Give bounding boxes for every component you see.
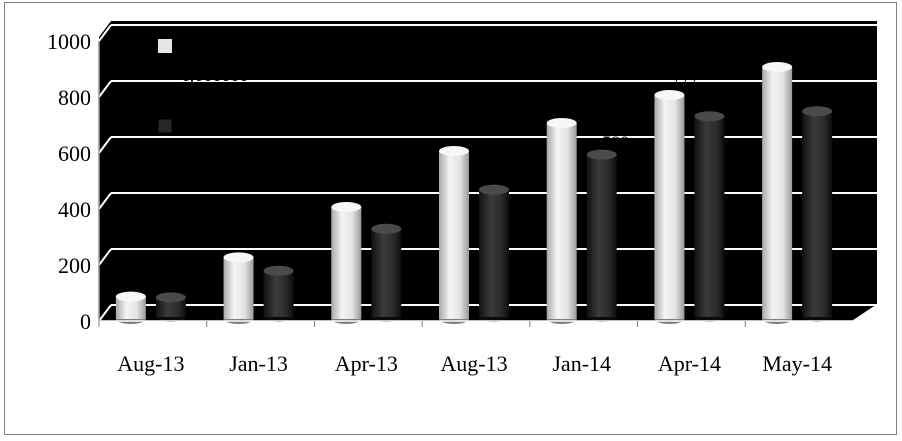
bar-top (439, 146, 469, 156)
bar-top (694, 111, 725, 122)
y-tick-label: 200 (58, 253, 91, 278)
data-label: 755 (778, 45, 805, 65)
x-tick-label: Apr-13 (335, 351, 398, 376)
bar-top (479, 184, 509, 195)
bar-top (115, 291, 146, 302)
bar-top (762, 62, 793, 72)
bar-dark (479, 189, 509, 317)
bar-chart: 161 315 580 777 755 Ђ000000 Ќ0000 0 200 400 600 8… (47, 21, 878, 376)
data-label: 777 (670, 73, 697, 93)
x-tick-label: May-14 (762, 351, 832, 376)
gridline-wall (98, 80, 112, 98)
data-label: 161 (279, 249, 306, 269)
legend-swatch (157, 118, 173, 134)
bar-top (371, 223, 402, 234)
bar-top (546, 118, 577, 128)
y-tick-label: 800 (58, 85, 91, 110)
gridline-wall (98, 136, 112, 154)
legend-label: Ќ0000 (181, 118, 229, 139)
bar-light (762, 67, 793, 319)
x-tick-label: Jan-14 (552, 351, 611, 376)
legend-swatch (158, 39, 172, 53)
y-tick-label: 1000 (47, 29, 91, 54)
bar-dark (586, 154, 617, 317)
bar-dark (694, 116, 725, 318)
bar-top (223, 252, 254, 263)
bar-light (223, 257, 254, 319)
bar-top (802, 106, 833, 117)
gridline-wall (98, 192, 112, 210)
y-tick-label: 0 (80, 309, 91, 334)
bar-light (331, 207, 362, 319)
bar-light (439, 151, 469, 319)
gridline-wall (98, 304, 112, 322)
bar-dark (263, 270, 294, 317)
chart-frame: 161 315 580 777 755 Ђ000000 Ќ0000 0 200 400 600 8… (4, 2, 897, 435)
bar-top (331, 202, 362, 212)
y-tick-label: 400 (58, 197, 91, 222)
data-label: 315 (387, 207, 414, 227)
y-tick-label: 600 (58, 141, 91, 166)
bar-top (586, 149, 617, 160)
legend-label: Ђ000000 (181, 65, 249, 85)
gridline-wall (98, 248, 112, 266)
bar-dark (155, 297, 186, 317)
x-tick-label: Jan-13 (229, 351, 288, 376)
bar-light (546, 123, 577, 319)
gridline-wall (98, 24, 112, 42)
data-label: 580 (602, 133, 629, 153)
bar-dark (371, 228, 402, 317)
x-axis-side-edge (852, 304, 878, 322)
bar-top (155, 292, 186, 303)
x-tick-label: Aug-13 (440, 351, 507, 376)
bar-light (654, 95, 685, 319)
bar-top (263, 265, 294, 276)
x-tick-label: Apr-14 (658, 351, 721, 376)
bar-top (654, 90, 685, 100)
x-tick-label: Aug-13 (117, 351, 184, 376)
bar-dark (802, 111, 833, 317)
bar-light (115, 296, 146, 319)
